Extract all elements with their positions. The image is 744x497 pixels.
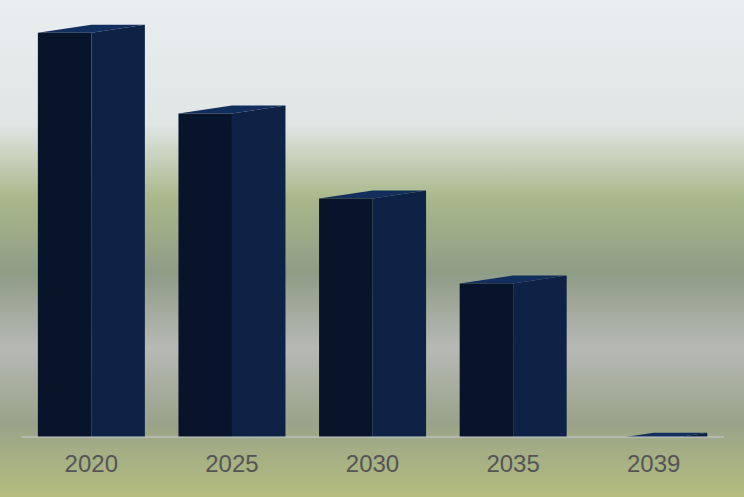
svg-text:2030: 2030 xyxy=(346,450,399,477)
svg-text:2025: 2025 xyxy=(205,450,258,477)
svg-text:2035: 2035 xyxy=(486,450,539,477)
svg-text:2020: 2020 xyxy=(65,450,118,477)
svg-text:2039: 2039 xyxy=(627,450,680,477)
